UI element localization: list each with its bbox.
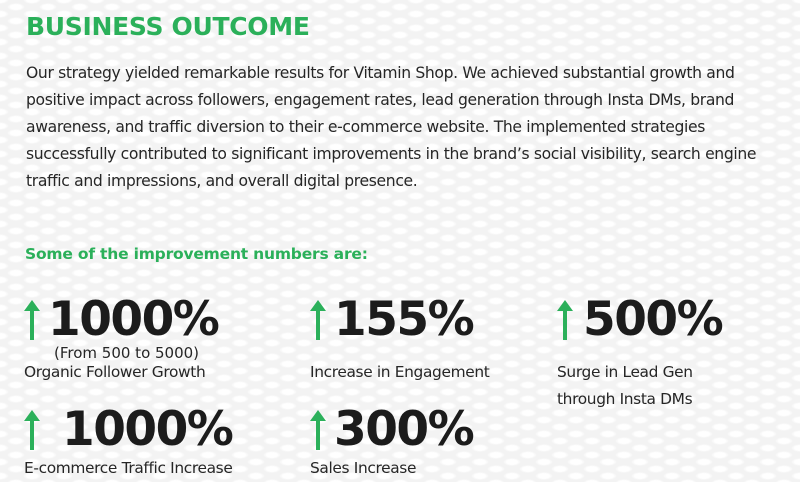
stat-sales-increase: 300% Sales Increase	[310, 402, 475, 482]
stat-value: 300%	[334, 402, 475, 457]
stat-label-line-1: Surge in Lead Gen	[557, 363, 693, 381]
stat-header: 300%	[310, 402, 475, 457]
stat-header: 155%	[310, 293, 489, 347]
stat-header: 1000%	[24, 292, 220, 347]
arrow-up-icon	[24, 300, 40, 340]
stat-label-line-2: through Insta DMs	[557, 390, 693, 408]
arrow-up-icon	[310, 300, 326, 340]
stat-value: 1000%	[62, 402, 234, 457]
stat-lead-gen-surge: 500% Surge in Lead Gen through Insta DMs	[557, 292, 724, 413]
stat-value: 1000%	[48, 292, 220, 347]
arrow-up-icon	[557, 300, 573, 340]
stat-organic-follower-growth: 1000% (From 500 to 5000) Organic Followe…	[24, 292, 220, 386]
stat-label: Organic Follower Growth	[24, 363, 206, 381]
stat-header: 500%	[557, 292, 724, 347]
stat-ecommerce-traffic-increase: 1000% E-commerce Traffic Increase	[24, 402, 234, 482]
improvement-subheading: Some of the improvement numbers are:	[25, 245, 368, 263]
stat-value: 155%	[334, 292, 475, 347]
stat-label: Sales Increase	[310, 459, 417, 477]
intro-paragraph: Our strategy yielded remarkable results …	[26, 64, 757, 190]
stat-engagement-increase: 155% Increase in Engagement	[310, 293, 490, 386]
arrow-up-icon	[310, 410, 326, 450]
stat-label: E-commerce Traffic Increase	[24, 459, 233, 477]
page-title: BUSINESS OUTCOME	[26, 12, 310, 41]
arrow-up-icon	[24, 410, 40, 450]
stat-header: 1000%	[24, 402, 234, 457]
stat-value: 500%	[583, 292, 724, 347]
stat-note: (From 500 to 5000)	[54, 344, 200, 362]
stat-label: Increase in Engagement	[310, 363, 490, 381]
